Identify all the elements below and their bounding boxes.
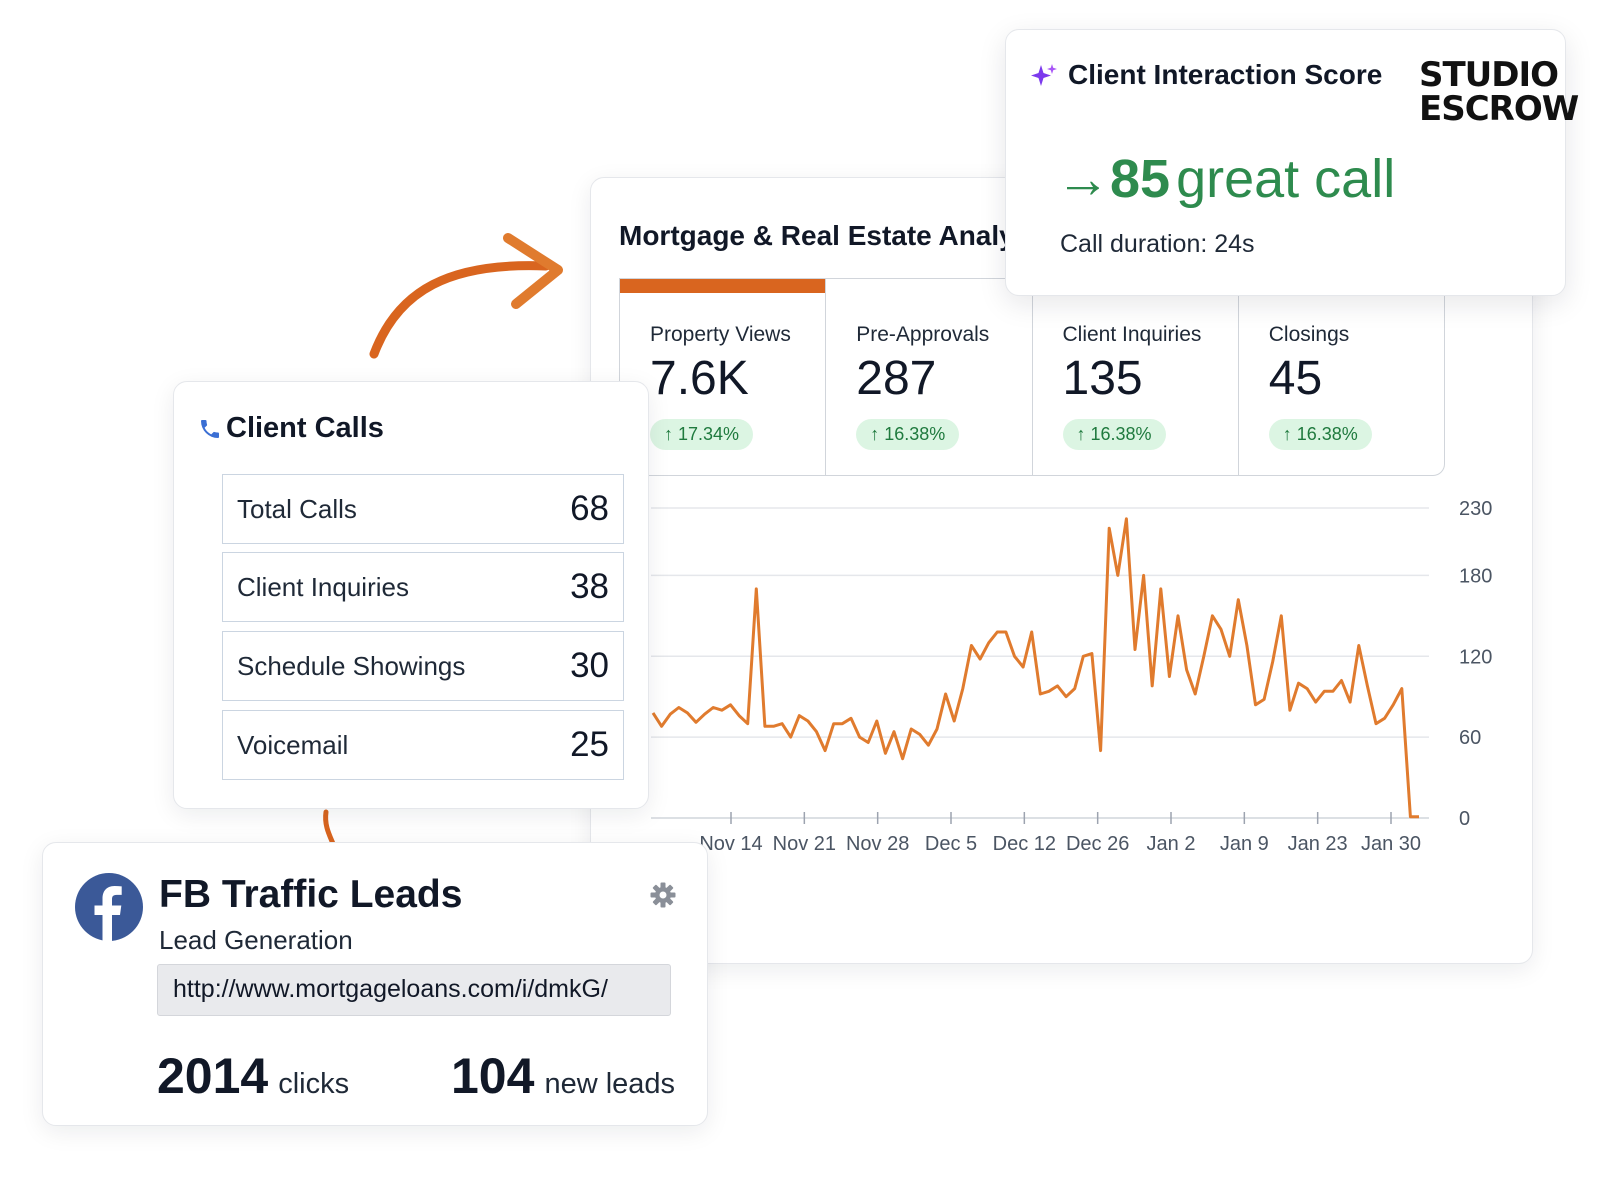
call-duration: Call duration: 24s xyxy=(1060,230,1255,258)
leads-count: 104 xyxy=(451,1048,535,1104)
x-tick-label: Jan 9 xyxy=(1220,833,1269,855)
x-tick-label: Nov 21 xyxy=(773,833,836,855)
y-tick-label: 60 xyxy=(1459,727,1481,749)
analytics-card: Mortgage & Real Estate Analytics Propert… xyxy=(590,177,1533,964)
studio-escrow-logo: STUDIO ESCROW xyxy=(1419,55,1579,129)
x-tick-label: Nov 28 xyxy=(846,833,909,855)
call-row-label: Schedule Showings xyxy=(237,650,466,681)
y-tick-label: 0 xyxy=(1459,808,1470,830)
clicks-stat: 2014 clicks xyxy=(157,1047,349,1105)
leads-label: new leads xyxy=(544,1068,676,1100)
kpi-value: 7.6K xyxy=(650,352,749,405)
kpi-change-badge: ↑ 16.38% xyxy=(856,419,960,450)
connector-tail xyxy=(323,809,337,849)
call-row-value: 68 xyxy=(570,489,609,528)
kpi-value: 135 xyxy=(1062,352,1143,405)
call-row-voicemail[interactable]: Voicemail 25 xyxy=(222,710,624,780)
sparkle-icon xyxy=(1031,64,1057,86)
fb-card-subtitle: Lead Generation xyxy=(159,925,353,955)
call-row-value: 25 xyxy=(570,725,609,764)
leads-stat: 104 new leads xyxy=(451,1047,675,1105)
call-row-value: 30 xyxy=(570,646,609,685)
kpi-label: Client Inquiries xyxy=(1062,323,1202,346)
x-tick-label: Jan 2 xyxy=(1147,833,1196,855)
y-tick-label: 230 xyxy=(1459,498,1492,520)
call-row-client-inquiries[interactable]: Client Inquiries 38 xyxy=(222,552,624,622)
fb-traffic-leads-card: FB Traffic Leads Lead Generation http://… xyxy=(42,842,708,1126)
kpi-label: Closings xyxy=(1268,323,1350,346)
kpi-change-badge: ↑ 16.38% xyxy=(1268,419,1372,450)
kpi-label: Property Views xyxy=(650,323,791,346)
client-calls-title: Client Calls xyxy=(226,412,384,444)
score-label: great call xyxy=(1176,149,1396,209)
kpi-change-badge: ↑ 16.38% xyxy=(1062,419,1166,450)
kpi-closings[interactable]: Closings 45 ↑ 16.38% xyxy=(1239,279,1444,475)
curved-arrow-head xyxy=(503,233,563,309)
facebook-icon xyxy=(75,873,143,941)
series-line xyxy=(651,517,1419,819)
kpi-property-views[interactable]: Property Views 7.6K ↑ 17.34% xyxy=(620,279,827,475)
client-interaction-score-card: Client Interaction Score STUDIO ESCROW →… xyxy=(1005,29,1579,296)
clicks-label: clicks xyxy=(278,1068,350,1100)
score-value: 85 xyxy=(1110,149,1171,209)
score-line: →85 great call xyxy=(1056,148,1395,210)
phone-icon xyxy=(201,420,219,438)
kpi-row: Property Views 7.6K ↑ 17.34% Pre-Approva… xyxy=(619,278,1445,476)
x-tick-label: Dec 5 xyxy=(925,833,977,855)
score-title: Client Interaction Score xyxy=(1068,59,1383,90)
y-tick-label: 180 xyxy=(1459,565,1492,587)
kpi-value: 45 xyxy=(1268,352,1323,405)
client-calls-card: Client Calls Total Calls 68 Client Inqui… xyxy=(173,381,649,809)
fb-card-title: FB Traffic Leads xyxy=(159,873,463,916)
line-chart: 0 60 120 180 230 Nov 14 Nov 21 Nov 28 Dec 5 Dec 1… xyxy=(651,498,1492,855)
kpi-value: 287 xyxy=(856,352,937,405)
curved-arrow-icon xyxy=(369,261,551,359)
gear-icon[interactable] xyxy=(649,881,677,909)
x-tick-label: Jan 30 xyxy=(1361,833,1421,855)
analytics-title: Mortgage & Real Estate Analytics xyxy=(619,220,1063,251)
tracking-url-field[interactable]: http://www.mortgageloans.com/i/dmkG/ xyxy=(157,964,671,1016)
x-tick-label: Jan 23 xyxy=(1288,833,1348,855)
call-row-total-calls[interactable]: Total Calls 68 xyxy=(222,474,624,544)
x-tick-label: Dec 26 xyxy=(1066,833,1129,855)
call-row-label: Voicemail xyxy=(237,729,349,760)
x-tick-label: Nov 14 xyxy=(699,833,762,855)
y-tick-label: 120 xyxy=(1459,646,1492,668)
right-arrow-icon: → xyxy=(1056,149,1110,209)
clicks-count: 2014 xyxy=(157,1048,269,1104)
x-tick-label: Dec 12 xyxy=(993,833,1056,855)
kpi-label: Pre-Approvals xyxy=(856,323,990,346)
kpi-client-inquiries[interactable]: Client Inquiries 135 ↑ 16.38% xyxy=(1033,279,1239,475)
call-row-label: Client Inquiries xyxy=(237,571,409,602)
call-row-value: 38 xyxy=(570,567,609,606)
call-row-schedule-showings[interactable]: Schedule Showings 30 xyxy=(222,631,624,701)
kpi-change-badge: ↑ 17.34% xyxy=(650,419,754,450)
call-row-label: Total Calls xyxy=(237,493,357,524)
kpi-pre-approvals[interactable]: Pre-Approvals 287 ↑ 16.38% xyxy=(826,279,1033,475)
